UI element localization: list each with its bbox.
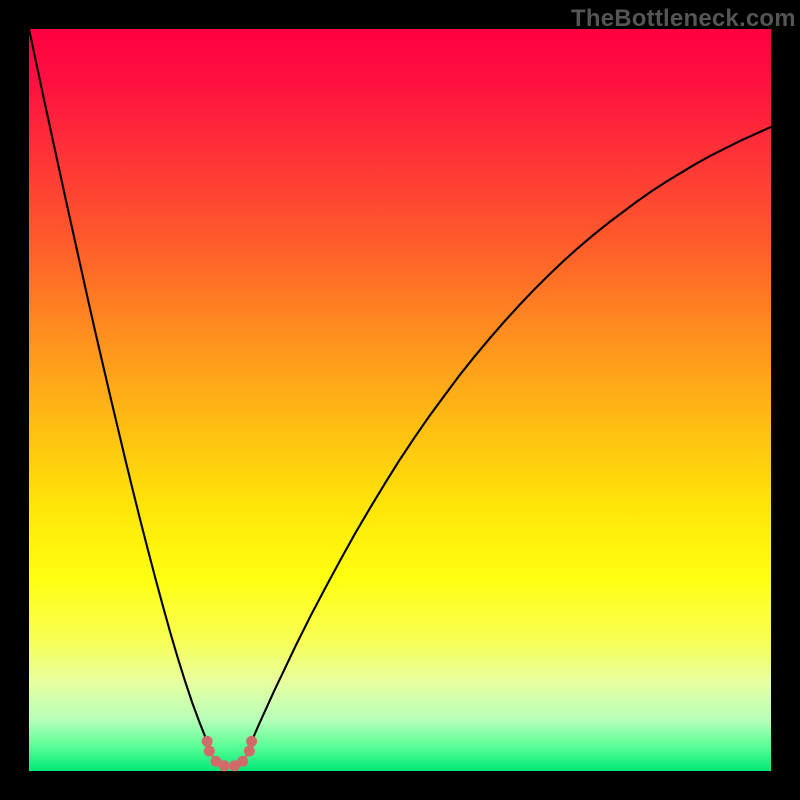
curve-layer <box>0 0 800 800</box>
curve-left-desc <box>29 29 207 741</box>
curve-right-asc <box>252 127 771 741</box>
bead-marker <box>202 736 213 747</box>
bead-marker <box>237 756 248 767</box>
bead-marker <box>246 736 257 747</box>
bead-marker <box>244 745 255 756</box>
bead-marker <box>204 745 215 756</box>
chart-frame: TheBottleneck.com <box>0 0 800 800</box>
watermark-text: TheBottleneck.com <box>571 5 796 33</box>
bead-marker <box>219 760 230 771</box>
